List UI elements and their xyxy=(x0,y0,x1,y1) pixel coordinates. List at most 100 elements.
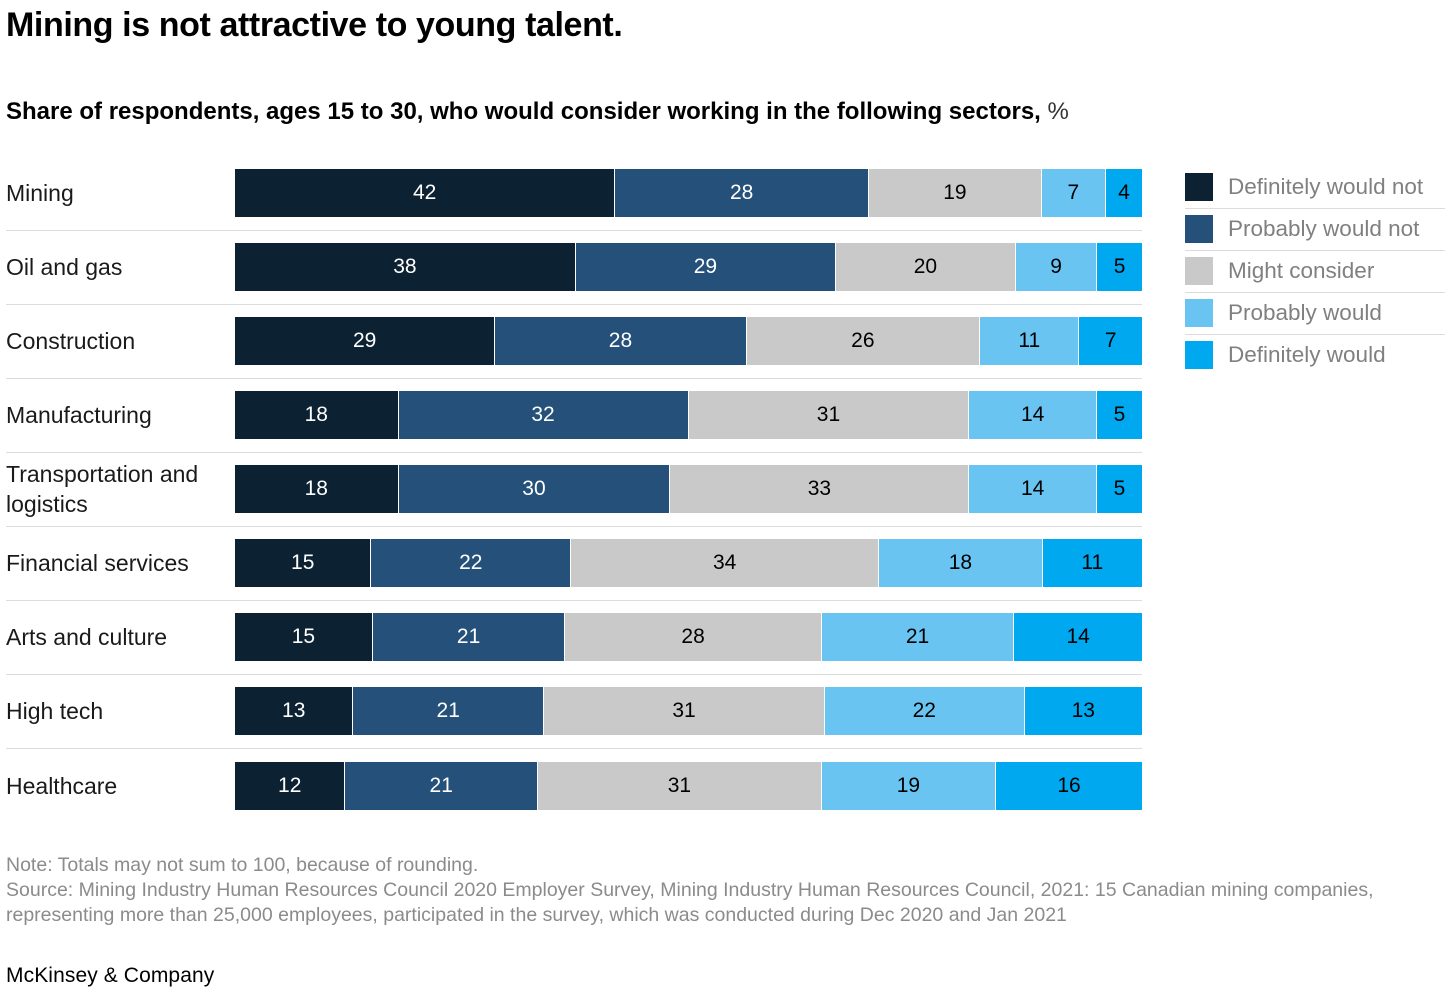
segment-value: 18 xyxy=(304,477,328,501)
bar-segment-probably-would-not: 32 xyxy=(398,391,688,440)
segment-value: 21 xyxy=(429,773,453,797)
chart-rows: Mining 42 28 19 7 4 Oil and gas 38 29 20 9 5 Constru… xyxy=(6,157,1142,823)
stacked-bar-chart: Mining 42 28 19 7 4 Oil and gas 38 29 20 9 5 Constru… xyxy=(6,157,1445,823)
segment-value: 12 xyxy=(278,773,302,797)
segment-value: 15 xyxy=(291,625,316,649)
legend-label: Probably would not xyxy=(1228,216,1420,242)
chart-row-high-tech: High tech 13 21 31 22 13 xyxy=(6,675,1142,749)
segment-value: 22 xyxy=(459,551,483,575)
bar-segment-definitely-would-not: 18 xyxy=(235,465,398,514)
chart-subtitle: Share of respondents, ages 15 to 30, who… xyxy=(6,98,1445,127)
stacked-bar: 18 32 31 14 5 xyxy=(235,391,1142,440)
bar-segment-definitely-would: 11 xyxy=(1042,539,1142,588)
legend-label: Probably would xyxy=(1228,300,1382,326)
bar-segment-probably-would: 7 xyxy=(1041,169,1105,218)
segment-value: 34 xyxy=(712,551,737,575)
bar-segment-probably-would-not: 30 xyxy=(398,465,670,514)
stacked-bar: 18 30 33 14 5 xyxy=(235,465,1142,514)
stacked-bar: 15 22 34 18 11 xyxy=(235,539,1142,588)
chart-row-transportation-and-logistics: Transportation and logistics 18 30 33 14 5 xyxy=(6,453,1142,527)
category-label: Mining xyxy=(6,180,74,207)
bar-segment-probably-would-not: 29 xyxy=(575,243,836,292)
legend-label: Definitely would xyxy=(1228,342,1386,368)
segment-value: 11 xyxy=(1018,329,1041,353)
segment-value: 21 xyxy=(436,699,460,723)
bar-segment-definitely-would: 16 xyxy=(996,761,1142,810)
segment-value: 19 xyxy=(943,181,967,205)
segment-value: 28 xyxy=(730,181,754,205)
legend-entry-definitely-would: Definitely would xyxy=(1185,333,1445,376)
segment-value: 21 xyxy=(456,625,481,649)
bar-segment-might-consider: 34 xyxy=(571,539,879,588)
legend-swatch-icon xyxy=(1185,257,1213,286)
segment-value: 16 xyxy=(1057,773,1081,797)
bar-segment-definitely-would-not: 29 xyxy=(235,317,495,366)
bar-segment-probably-would-not: 21 xyxy=(345,761,537,810)
chart-row-healthcare: Healthcare 12 21 31 19 16 xyxy=(6,749,1142,823)
bar-segment-definitely-would: 5 xyxy=(1096,391,1142,440)
category-label: Construction xyxy=(6,328,136,355)
segment-value: 21 xyxy=(905,625,930,649)
segment-value: 14 xyxy=(1020,477,1045,501)
bar-segment-probably-would-not: 21 xyxy=(353,687,544,736)
legend-label: Might consider xyxy=(1228,258,1375,284)
chart-title: Mining is not attractive to young talent… xyxy=(6,6,623,44)
category-label: Manufacturing xyxy=(6,402,152,429)
stacked-bar: 42 28 19 7 4 xyxy=(235,169,1142,218)
category-label: Healthcare xyxy=(6,772,118,799)
chart-row-oil-and-gas: Oil and gas 38 29 20 9 5 xyxy=(6,231,1142,305)
bar-segment-definitely-would-not: 42 xyxy=(235,169,615,218)
segment-value: 22 xyxy=(912,699,936,723)
segment-value: 5 xyxy=(1113,403,1126,427)
segment-value: 15 xyxy=(291,551,315,575)
category-label: Financial services xyxy=(6,550,189,577)
bar-segment-definitely-would-not: 38 xyxy=(235,243,575,292)
legend: Definitely would not Probably would not Mi… xyxy=(1185,157,1445,376)
segment-value: 30 xyxy=(522,477,546,501)
bar-segment-probably-would: 19 xyxy=(821,761,996,810)
legend-entry-might-consider: Might consider xyxy=(1185,249,1445,292)
bar-segment-probably-would: 14 xyxy=(969,465,1096,514)
bar-segment-probably-would-not: 28 xyxy=(615,169,869,218)
segment-value: 31 xyxy=(672,699,696,723)
segment-value: 14 xyxy=(1020,403,1045,427)
note-line: Note: Totals may not sum to 100, because… xyxy=(6,853,479,876)
category-label: Arts and culture xyxy=(6,624,168,651)
segment-value: 31 xyxy=(816,403,841,427)
bar-segment-definitely-would-not: 15 xyxy=(235,539,371,588)
bar-segment-might-consider: 28 xyxy=(565,613,821,662)
source-line: Source: Mining Industry Human Resources … xyxy=(6,878,1374,926)
segment-value: 28 xyxy=(608,329,633,353)
stacked-bar: 15 21 28 21 14 xyxy=(235,613,1142,662)
segment-value: 31 xyxy=(667,773,692,797)
bar-segment-definitely-would-not: 18 xyxy=(235,391,398,440)
legend-swatch-icon xyxy=(1185,341,1213,370)
stacked-bar: 29 28 26 11 7 xyxy=(235,317,1142,366)
bar-segment-definitely-would: 5 xyxy=(1096,465,1142,514)
bar-segment-probably-would-not: 22 xyxy=(371,539,571,588)
bar-segment-definitely-would: 5 xyxy=(1097,243,1142,292)
subtitle-unit: % xyxy=(1047,98,1069,126)
segment-value: 19 xyxy=(896,773,921,797)
bar-segment-might-consider: 19 xyxy=(869,169,1041,218)
bar-segment-definitely-would-not: 13 xyxy=(235,687,353,736)
bar-segment-probably-would: 11 xyxy=(980,317,1079,366)
chart-row-financial-services: Financial services 15 22 34 18 11 xyxy=(6,527,1142,601)
bar-segment-definitely-would: 4 xyxy=(1105,169,1142,218)
segment-value: 29 xyxy=(693,255,718,279)
subtitle-text: Share of respondents, ages 15 to 30, who… xyxy=(6,98,1041,126)
bar-segment-definitely-would: 13 xyxy=(1024,687,1142,736)
stacked-bar: 13 21 31 22 13 xyxy=(235,687,1142,736)
segment-value: 18 xyxy=(304,403,328,427)
bar-segment-might-consider: 33 xyxy=(670,465,969,514)
chart-row-manufacturing: Manufacturing 18 32 31 14 5 xyxy=(6,379,1142,453)
segment-value: 20 xyxy=(913,255,938,279)
stacked-bar: 12 21 31 19 16 xyxy=(235,761,1142,810)
legend-swatch-icon xyxy=(1185,172,1213,201)
segment-value: 18 xyxy=(948,551,973,575)
segment-value: 11 xyxy=(1081,551,1104,575)
legend-swatch-icon xyxy=(1185,215,1213,244)
segment-value: 5 xyxy=(1113,477,1126,501)
bar-segment-might-consider: 20 xyxy=(836,243,1015,292)
